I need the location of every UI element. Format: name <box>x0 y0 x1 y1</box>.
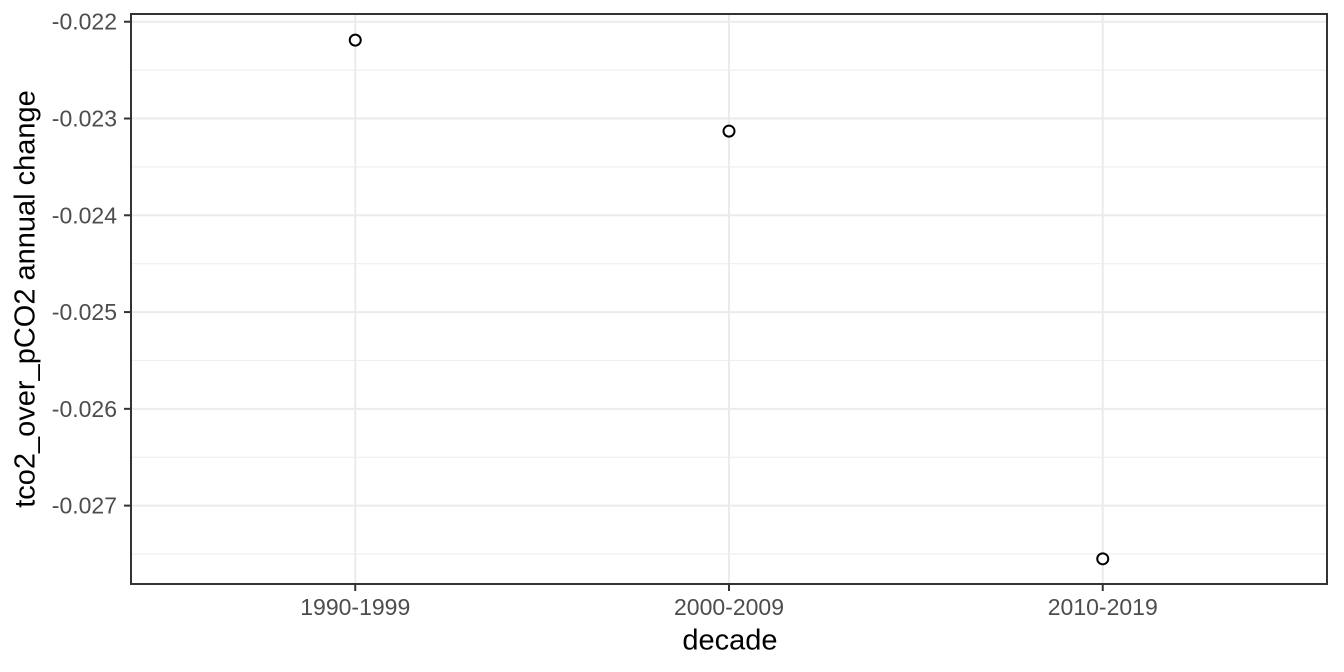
x-tick-label: 2010-2019 <box>1048 594 1158 620</box>
y-tick-label: -0.023 <box>52 106 117 132</box>
y-tick-label: -0.022 <box>52 9 117 35</box>
data-point <box>348 33 362 47</box>
y-axis-title: tco2_over_pCO2 annual change <box>9 90 42 508</box>
x-tick-label: 2000-2009 <box>674 594 784 620</box>
y-tick-label: -0.027 <box>52 493 117 519</box>
y-tick-label: -0.026 <box>52 396 117 422</box>
x-tick-label: 1990-1999 <box>300 594 410 620</box>
x-axis-title: decade <box>682 624 778 657</box>
data-point <box>1096 552 1110 566</box>
y-tick-label: -0.025 <box>52 299 117 325</box>
y-tick-label: -0.024 <box>52 202 117 228</box>
data-point <box>722 124 736 138</box>
